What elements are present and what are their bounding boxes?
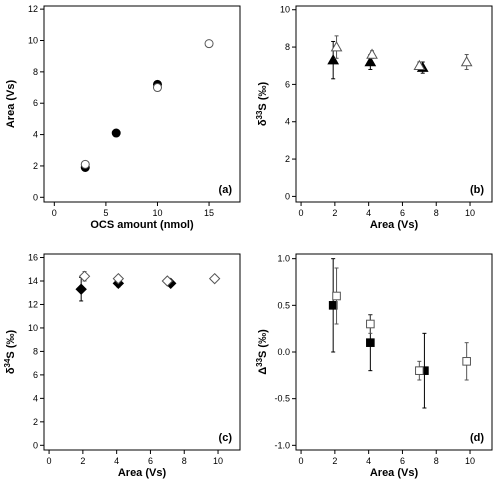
series-filled-square bbox=[328, 258, 429, 409]
data-point bbox=[111, 128, 121, 138]
x-tick-label: 6 bbox=[400, 456, 405, 466]
y-tick-label: -1.0 bbox=[274, 440, 290, 450]
x-axis-title: Area (Vs) bbox=[370, 467, 419, 479]
y-tick-label: 6 bbox=[33, 98, 38, 108]
y-tick-label: 2 bbox=[33, 161, 38, 171]
x-tick-label: 10 bbox=[152, 208, 162, 218]
y-tick-label: 0 bbox=[285, 191, 290, 201]
data-point bbox=[332, 291, 341, 301]
series-filled-triangle bbox=[327, 40, 429, 80]
x-tick-label: 6 bbox=[400, 208, 405, 218]
data-point bbox=[366, 338, 375, 347]
panel-a: 0 5 10 15 0 2 4 6 8 10 12 OCS amount (nmol) Area (Vs… bbox=[5, 4, 241, 231]
data-point bbox=[80, 159, 90, 169]
panel-label: (b) bbox=[470, 184, 484, 196]
data-point bbox=[366, 48, 378, 59]
series-open-square bbox=[332, 267, 471, 381]
data-point bbox=[327, 54, 340, 65]
series-filled-diamond bbox=[75, 276, 177, 302]
y-tick-label: 4 bbox=[285, 117, 290, 127]
y-tick-label: 1.0 bbox=[277, 254, 290, 264]
y-tick-label: 2 bbox=[285, 154, 290, 164]
y-tick-label: 16 bbox=[28, 253, 38, 263]
data-point bbox=[366, 319, 375, 329]
x-tick-label: 2 bbox=[332, 456, 337, 466]
data-point bbox=[460, 55, 473, 67]
x-axis-title: Area (Vs) bbox=[370, 219, 419, 231]
x-tick-label: 2 bbox=[332, 208, 337, 218]
y-tick-label: 12 bbox=[28, 4, 38, 14]
x-tick-label: 0 bbox=[52, 208, 57, 218]
data-point bbox=[78, 270, 91, 283]
y-axis-title: δ34S (‰) bbox=[3, 330, 17, 375]
y-tick-label: 0 bbox=[33, 192, 38, 202]
data-point bbox=[328, 301, 338, 310]
x-axis-title: OCS amount (nmol) bbox=[90, 219, 194, 231]
x-tick-label: 0 bbox=[47, 456, 52, 466]
x-tick-label: 4 bbox=[114, 456, 119, 466]
y-tick-label: 6 bbox=[285, 79, 290, 89]
data-point bbox=[208, 272, 221, 285]
x-tick-label: 4 bbox=[366, 456, 371, 466]
y-tick-label: 4 bbox=[33, 130, 38, 140]
y-tick-label: 10 bbox=[280, 5, 290, 15]
x-tick-label: 4 bbox=[366, 208, 371, 218]
panel-c: 0 2 4 6 8 10 0 2 4 6 8 10 12 14 16 Area (Vs) δ34S (‰) (c) bbox=[3, 253, 241, 479]
y-tick-label: 4 bbox=[33, 393, 38, 403]
y-tick-label: 0.5 bbox=[277, 300, 290, 310]
x-tick-label: 6 bbox=[148, 456, 153, 466]
series-open-triangle bbox=[330, 35, 473, 70]
x-tick-label: 10 bbox=[465, 208, 475, 218]
y-tick-label: -0.5 bbox=[274, 394, 290, 404]
x-tick-label: 5 bbox=[103, 208, 108, 218]
panel-b: 0 2 4 6 8 10 0 2 4 6 8 10 Area (Vs) δ33S (‰) (b) bbox=[255, 5, 493, 231]
x-axis-title: Area (Vs) bbox=[118, 467, 167, 479]
series-open-circle bbox=[80, 39, 214, 169]
data-point bbox=[161, 275, 174, 287]
x-tick-label: 0 bbox=[299, 456, 304, 466]
panel-label: (c) bbox=[219, 432, 233, 444]
y-tick-label: 10 bbox=[28, 35, 38, 45]
y-tick-label: 10 bbox=[28, 323, 38, 333]
x-tick-label: 0 bbox=[299, 208, 304, 218]
data-point bbox=[75, 283, 87, 295]
plot-frame bbox=[295, 5, 493, 203]
data-point bbox=[152, 83, 162, 93]
y-axis-title: δ33S (‰) bbox=[255, 82, 269, 127]
x-tick-label: 15 bbox=[204, 208, 214, 218]
x-tick-label: 8 bbox=[434, 456, 439, 466]
x-tick-label: 8 bbox=[434, 208, 439, 218]
panel-d: 0 2 4 6 8 10 -1.0 -0.5 0.0 0.5 1.0 Area (Vs) Δ33S (‰… bbox=[255, 253, 493, 479]
data-point bbox=[462, 357, 471, 366]
y-tick-label: 8 bbox=[33, 67, 38, 77]
data-point bbox=[204, 39, 214, 49]
y-tick-label: 12 bbox=[28, 299, 38, 309]
data-point bbox=[112, 272, 125, 285]
panel-label: (a) bbox=[219, 184, 233, 196]
x-tick-label: 2 bbox=[80, 456, 85, 466]
plot-frame bbox=[295, 253, 493, 451]
data-point bbox=[413, 59, 426, 70]
data-point bbox=[364, 55, 377, 67]
x-tick-label: 10 bbox=[465, 456, 475, 466]
panel-label: (d) bbox=[470, 432, 484, 444]
y-tick-label: 2 bbox=[33, 417, 38, 427]
data-point bbox=[415, 366, 424, 375]
y-axis-title: Area (Vs) bbox=[5, 80, 17, 129]
plot-frame bbox=[43, 5, 241, 203]
y-tick-label: 6 bbox=[33, 370, 38, 380]
series-filled-circle bbox=[80, 79, 162, 173]
data-point bbox=[330, 41, 343, 52]
y-tick-label: 14 bbox=[28, 276, 38, 286]
y-tick-label: 0.0 bbox=[277, 347, 290, 357]
x-tick-label: 10 bbox=[213, 456, 223, 466]
x-tick-label: 8 bbox=[182, 456, 187, 466]
y-tick-label: 8 bbox=[285, 42, 290, 52]
y-tick-label: 0 bbox=[33, 440, 38, 450]
y-tick-label: 8 bbox=[33, 346, 38, 356]
y-axis-title: Δ33S (‰) bbox=[255, 329, 269, 375]
series-open-diamond bbox=[78, 270, 221, 287]
plot-frame bbox=[43, 253, 241, 451]
